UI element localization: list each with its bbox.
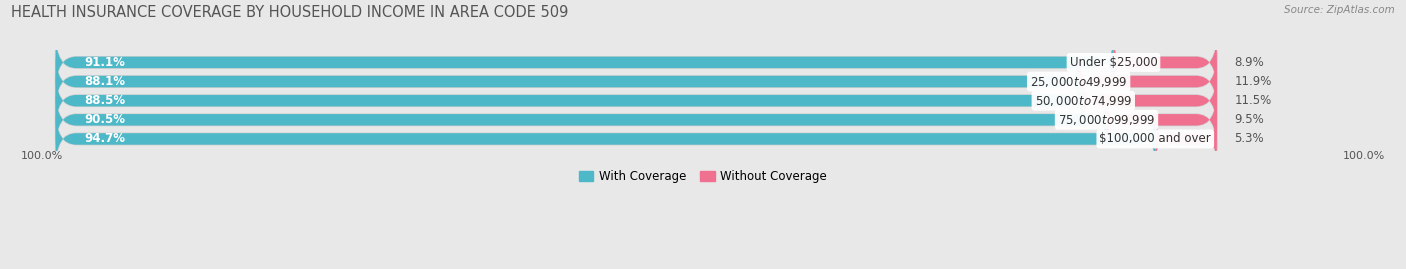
FancyBboxPatch shape (56, 110, 1156, 168)
Text: 11.5%: 11.5% (1234, 94, 1271, 107)
FancyBboxPatch shape (56, 34, 1114, 91)
Text: Under $25,000: Under $25,000 (1070, 56, 1157, 69)
Text: 8.9%: 8.9% (1234, 56, 1264, 69)
Legend: With Coverage, Without Coverage: With Coverage, Without Coverage (574, 166, 832, 188)
Text: 94.7%: 94.7% (84, 132, 125, 146)
Text: $100,000 and over: $100,000 and over (1099, 132, 1211, 146)
Text: $25,000 to $49,999: $25,000 to $49,999 (1031, 75, 1128, 89)
FancyBboxPatch shape (56, 110, 1216, 168)
FancyBboxPatch shape (56, 53, 1216, 110)
Text: 88.5%: 88.5% (84, 94, 125, 107)
Text: 88.1%: 88.1% (84, 75, 125, 88)
FancyBboxPatch shape (56, 72, 1216, 129)
Text: $75,000 to $99,999: $75,000 to $99,999 (1057, 113, 1156, 127)
FancyBboxPatch shape (1107, 91, 1216, 148)
Text: 11.9%: 11.9% (1234, 75, 1271, 88)
FancyBboxPatch shape (56, 72, 1083, 129)
FancyBboxPatch shape (56, 91, 1216, 148)
FancyBboxPatch shape (1114, 34, 1216, 91)
FancyBboxPatch shape (1083, 72, 1216, 129)
FancyBboxPatch shape (56, 91, 1107, 148)
Text: HEALTH INSURANCE COVERAGE BY HOUSEHOLD INCOME IN AREA CODE 509: HEALTH INSURANCE COVERAGE BY HOUSEHOLD I… (11, 5, 568, 20)
Text: 100.0%: 100.0% (21, 151, 63, 161)
Text: Source: ZipAtlas.com: Source: ZipAtlas.com (1284, 5, 1395, 15)
Text: 91.1%: 91.1% (84, 56, 125, 69)
Text: 5.3%: 5.3% (1234, 132, 1264, 146)
FancyBboxPatch shape (56, 53, 1078, 110)
FancyBboxPatch shape (1078, 53, 1216, 110)
Text: $50,000 to $74,999: $50,000 to $74,999 (1035, 94, 1132, 108)
FancyBboxPatch shape (56, 34, 1216, 91)
Text: 90.5%: 90.5% (84, 113, 125, 126)
FancyBboxPatch shape (1156, 110, 1216, 168)
Text: 100.0%: 100.0% (1343, 151, 1385, 161)
Text: 9.5%: 9.5% (1234, 113, 1264, 126)
